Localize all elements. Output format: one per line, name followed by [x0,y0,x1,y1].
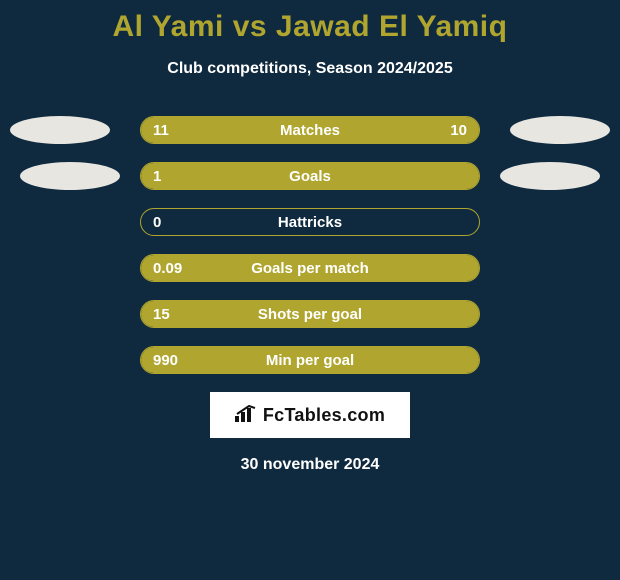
stat-row: Goals1 [0,162,620,190]
stat-value-left: 15 [153,301,170,328]
stat-label: Shots per goal [141,301,479,328]
stat-row: Min per goal990 [0,346,620,374]
footer-date: 30 november 2024 [0,456,620,474]
stat-value-left: 1 [153,163,161,190]
stat-label: Hattricks [141,209,479,236]
stat-value-left: 11 [153,117,169,144]
chart-icon [235,404,257,427]
stat-value-left: 990 [153,347,178,374]
stat-bar: Hattricks0 [140,208,480,236]
page-title: Al Yami vs Jawad El Yamiq [0,0,620,44]
logo-text: FcTables.com [263,405,385,426]
comparison-chart: Matches1110Goals1Hattricks0Goals per mat… [0,116,620,374]
stat-label: Matches [141,117,479,144]
stat-row: Shots per goal15 [0,300,620,328]
stat-row: Matches11 10 [0,116,620,144]
stat-row: Goals per match0.09 [0,254,620,282]
logo-badge: FcTables.com [210,392,410,438]
stat-bar: Goals1 [140,162,480,190]
stat-row: Hattricks0 [0,208,620,236]
stat-bar: Matches11 10 [140,116,480,144]
stat-label: Goals [141,163,479,190]
stat-bar: Min per goal990 [140,346,480,374]
stat-value-left: 0.09 [153,255,182,282]
stat-bar: Shots per goal15 [140,300,480,328]
stat-label: Goals per match [141,255,479,282]
subtitle: Club competitions, Season 2024/2025 [0,60,620,78]
stat-value-right: 10 [450,117,467,144]
stat-label: Min per goal [141,347,479,374]
stat-bar: Goals per match0.09 [140,254,480,282]
stat-value-left: 0 [153,209,161,236]
